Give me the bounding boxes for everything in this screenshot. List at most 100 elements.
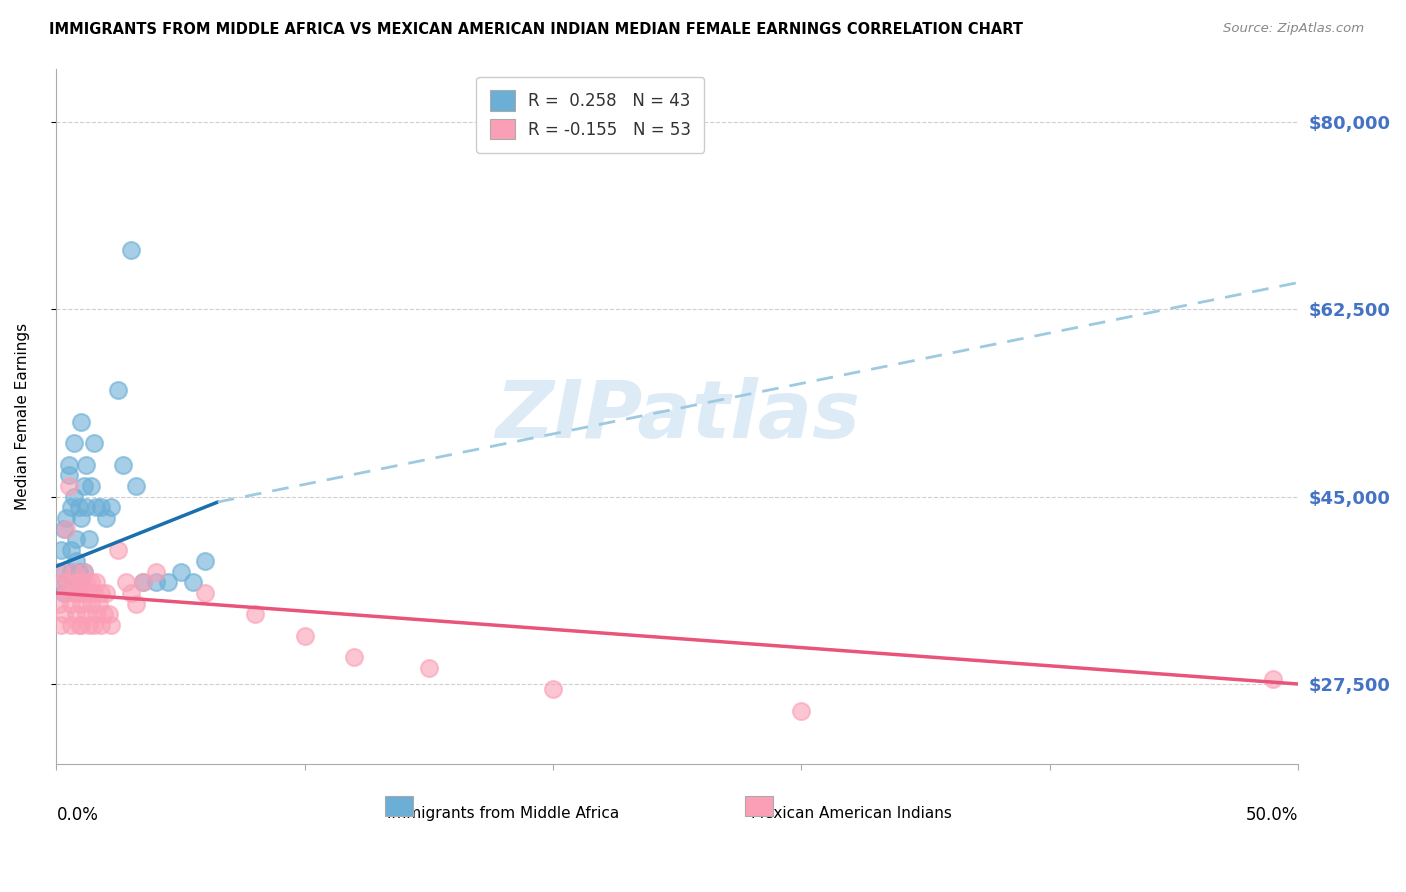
Point [52, 607, 75, 622]
Point [94, 586, 117, 600]
Point [1261, 672, 1284, 686]
Point [83, 436, 105, 450]
Point [60, 543, 83, 558]
Point [51, 618, 73, 632]
Point [73, 565, 96, 579]
Point [65, 554, 87, 568]
Point [62, 586, 84, 600]
Point [60, 500, 83, 515]
Point [90, 500, 112, 515]
Point [73, 586, 96, 600]
Point [65, 586, 87, 600]
Point [52, 522, 75, 536]
Point [125, 479, 148, 493]
Point [90, 618, 112, 632]
Point [115, 575, 138, 590]
Legend: R =  0.258   N = 43, R = -0.155   N = 53: R = 0.258 N = 43, R = -0.155 N = 53 [477, 77, 704, 153]
Text: IMMIGRANTS FROM MIDDLE AFRICA VS MEXICAN AMERICAN INDIAN MEDIAN FEMALE EARNINGS : IMMIGRANTS FROM MIDDLE AFRICA VS MEXICAN… [49, 22, 1024, 37]
Point [132, 575, 155, 590]
Point [67, 565, 90, 579]
Point [77, 618, 100, 632]
Point [73, 565, 96, 579]
Point [60, 618, 83, 632]
Point [70, 618, 93, 632]
Point [77, 586, 100, 600]
Point [58, 575, 80, 590]
Point [80, 479, 103, 493]
Point [75, 607, 97, 622]
Text: Immigrants from Middle Africa: Immigrants from Middle Africa [387, 806, 620, 821]
Point [790, 704, 813, 718]
Point [125, 597, 148, 611]
Point [343, 650, 366, 665]
Point [75, 500, 97, 515]
Point [84, 500, 107, 515]
Point [70, 575, 93, 590]
Point [77, 533, 100, 547]
Point [58, 458, 80, 472]
Point [194, 554, 217, 568]
Text: 0.0%: 0.0% [56, 806, 98, 824]
Point [58, 479, 80, 493]
Point [157, 575, 180, 590]
Y-axis label: Median Female Earnings: Median Female Earnings [15, 323, 30, 510]
Point [94, 511, 117, 525]
Point [52, 586, 75, 600]
Point [100, 618, 122, 632]
Point [51, 543, 73, 558]
Point [107, 543, 129, 558]
Point [418, 661, 440, 675]
Point [55, 522, 77, 536]
Point [55, 575, 77, 590]
Point [145, 575, 167, 590]
Point [52, 575, 75, 590]
Point [100, 500, 122, 515]
Point [75, 575, 97, 590]
Point [62, 565, 84, 579]
Point [97, 607, 120, 622]
Point [194, 586, 217, 600]
Point [83, 586, 105, 600]
Point [80, 597, 103, 611]
Point [145, 565, 167, 579]
Point [73, 479, 96, 493]
Point [70, 597, 93, 611]
Point [65, 533, 87, 547]
Point [169, 565, 191, 579]
FancyBboxPatch shape [385, 796, 413, 816]
Point [60, 565, 83, 579]
Point [83, 618, 105, 632]
Point [107, 383, 129, 397]
Point [120, 244, 142, 258]
Point [67, 500, 90, 515]
Point [65, 607, 87, 622]
Point [62, 575, 84, 590]
Point [132, 575, 155, 590]
Point [93, 607, 115, 622]
Point [70, 511, 93, 525]
Point [84, 607, 107, 622]
Point [243, 607, 266, 622]
Text: ZIPatlas: ZIPatlas [495, 377, 859, 456]
Point [55, 511, 77, 525]
Point [541, 682, 564, 697]
Point [55, 586, 77, 600]
Point [294, 629, 316, 643]
Point [181, 575, 204, 590]
Point [60, 597, 83, 611]
Point [75, 458, 97, 472]
Point [48, 565, 70, 579]
Point [120, 586, 142, 600]
Point [67, 586, 90, 600]
Point [80, 575, 103, 590]
Point [62, 436, 84, 450]
FancyBboxPatch shape [745, 796, 773, 816]
Text: Source: ZipAtlas.com: Source: ZipAtlas.com [1223, 22, 1364, 36]
Point [62, 490, 84, 504]
Text: Mexican American Indians: Mexican American Indians [751, 806, 952, 821]
Point [90, 586, 112, 600]
Point [51, 565, 73, 579]
Text: 50.0%: 50.0% [1246, 806, 1298, 824]
Point [87, 597, 110, 611]
Point [65, 575, 87, 590]
